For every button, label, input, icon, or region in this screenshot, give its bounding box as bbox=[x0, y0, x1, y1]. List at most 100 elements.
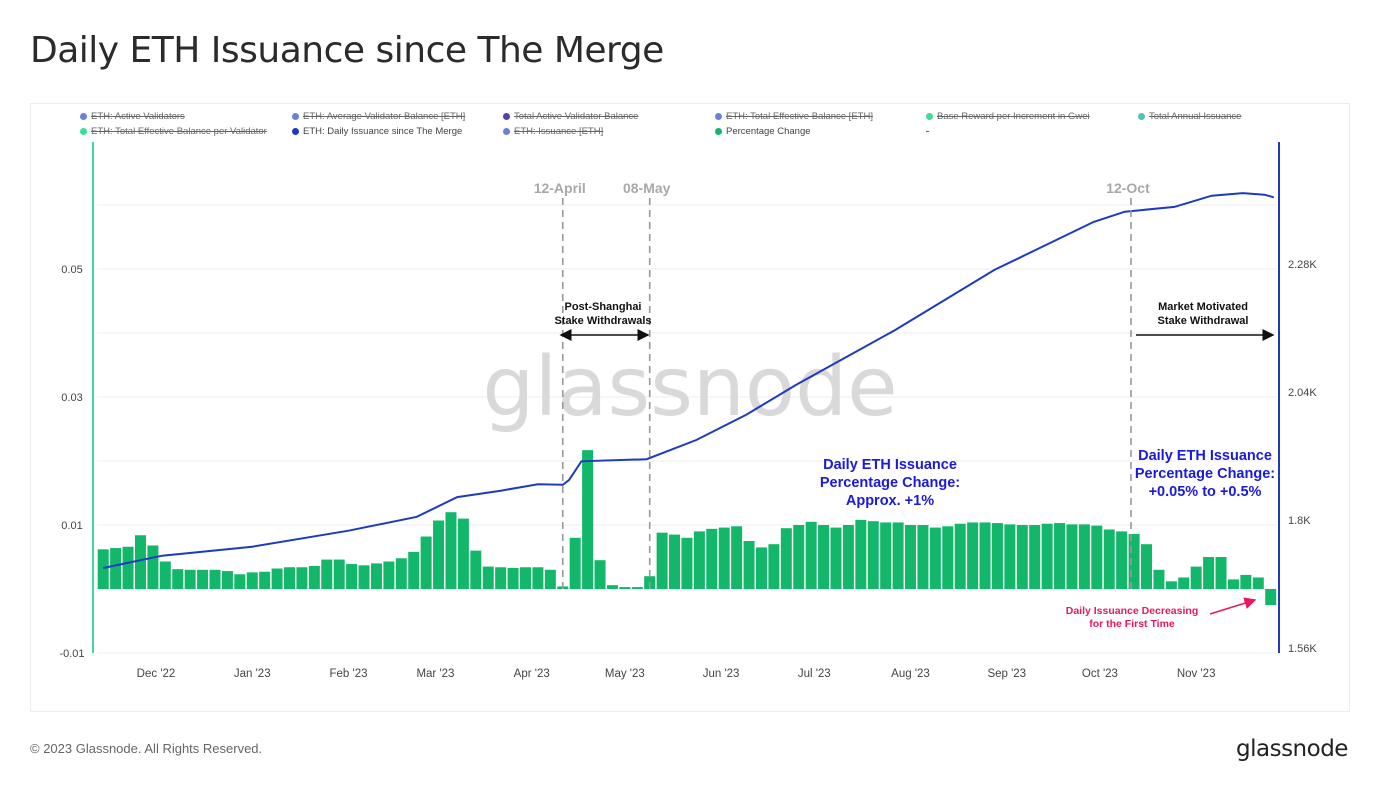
y-right-tick: 2.04K bbox=[1288, 387, 1317, 399]
bar bbox=[917, 525, 929, 589]
bar bbox=[420, 536, 432, 589]
bar bbox=[507, 567, 519, 589]
legend-item[interactable]: - bbox=[926, 126, 929, 137]
bar bbox=[495, 567, 507, 589]
legend-label: ETH: Active Validators bbox=[91, 111, 185, 122]
bar bbox=[1029, 525, 1041, 589]
y-left-tick: 0.03 bbox=[61, 392, 82, 404]
daily-issuance-line bbox=[102, 192, 1275, 569]
decreasing-note: for the First Time bbox=[1089, 618, 1175, 630]
bar bbox=[321, 559, 333, 589]
bar bbox=[370, 563, 382, 589]
bar-series bbox=[97, 450, 1277, 605]
bar bbox=[991, 523, 1003, 589]
bar bbox=[793, 525, 805, 589]
bar bbox=[1128, 533, 1140, 589]
left-axis-ticks: 0.05 0.03 0.01 -0.01 bbox=[59, 264, 84, 660]
legend-item[interactable]: Total Active Validator Balance bbox=[503, 111, 638, 122]
bar bbox=[1016, 525, 1028, 589]
x-tick: Aug '23 bbox=[891, 668, 930, 680]
x-tick: Mar '23 bbox=[416, 668, 454, 680]
bar bbox=[532, 567, 544, 589]
legend-item[interactable]: Base Reward per Increment in Gwei bbox=[926, 111, 1090, 122]
legend-label: - bbox=[926, 126, 930, 137]
bar bbox=[1066, 524, 1078, 589]
bar bbox=[631, 587, 643, 589]
legend-label: ETH: Total Effective Balance per Validat… bbox=[91, 126, 267, 137]
shanghai-note: Post-Shanghai bbox=[564, 301, 641, 313]
bar bbox=[482, 566, 494, 589]
bar bbox=[122, 546, 134, 589]
legend-item[interactable]: Total Annual Issuance bbox=[1138, 111, 1241, 122]
bar bbox=[296, 567, 308, 589]
bar bbox=[755, 547, 767, 589]
bar bbox=[706, 528, 718, 589]
legend-label: Total Active Validator Balance bbox=[514, 111, 639, 122]
legend-item[interactable]: ETH: Daily Issuance since The Merge bbox=[292, 126, 462, 137]
bar bbox=[743, 541, 755, 589]
bar bbox=[942, 526, 954, 589]
bar bbox=[308, 565, 320, 589]
legend-item[interactable]: ETH: Issuance [ETH] bbox=[503, 126, 603, 137]
bar bbox=[234, 574, 246, 589]
x-tick: Apr '23 bbox=[514, 668, 550, 680]
bar bbox=[358, 565, 370, 589]
bar bbox=[1265, 589, 1277, 605]
bar bbox=[1103, 529, 1115, 589]
y-right-tick: 2.28K bbox=[1288, 259, 1317, 271]
bar bbox=[818, 525, 830, 589]
bar bbox=[1165, 581, 1177, 589]
bar bbox=[159, 561, 171, 589]
bar bbox=[1190, 566, 1202, 589]
bar bbox=[519, 567, 531, 589]
legend-item[interactable]: ETH: Average Validator Balance [ETH] bbox=[292, 111, 465, 122]
market-note: Stake Withdrawal bbox=[1158, 315, 1249, 327]
bar bbox=[1240, 574, 1252, 589]
legend-label: ETH: Average Validator Balance [ETH] bbox=[303, 111, 466, 122]
bar bbox=[134, 535, 146, 589]
y-left-tick: 0.01 bbox=[61, 520, 82, 532]
bar bbox=[184, 569, 196, 589]
legend-label: Base Reward per Increment in Gwei bbox=[937, 111, 1090, 122]
bar bbox=[209, 569, 221, 589]
bar bbox=[1178, 577, 1190, 589]
legend-item[interactable]: ETH: Total Effective Balance per Validat… bbox=[80, 126, 267, 137]
bar bbox=[1140, 544, 1152, 589]
right-note: Percentage Change: bbox=[1135, 466, 1275, 482]
bar bbox=[805, 521, 817, 589]
legend-item[interactable]: ETH: Active Validators bbox=[80, 111, 185, 122]
legend-dot-icon bbox=[503, 113, 510, 120]
bar bbox=[967, 522, 979, 589]
legend-item[interactable]: Percentage Change bbox=[715, 126, 811, 137]
x-tick: Jul '23 bbox=[798, 668, 831, 680]
legend-item[interactable]: ETH: Total Effective Balance [ETH] bbox=[715, 111, 873, 122]
bar bbox=[1153, 569, 1165, 589]
bar bbox=[867, 521, 879, 589]
bar bbox=[221, 571, 233, 589]
bar bbox=[718, 527, 730, 589]
bar bbox=[569, 537, 581, 589]
bar bbox=[470, 550, 482, 589]
legend-label: Percentage Change bbox=[726, 126, 811, 137]
bar bbox=[1091, 525, 1103, 589]
copyright: © 2023 Glassnode. All Rights Reserved. bbox=[30, 741, 263, 756]
page-title: Daily ETH Issuance since The Merge bbox=[30, 30, 664, 71]
bar bbox=[110, 548, 122, 589]
legend-dot-icon bbox=[292, 128, 299, 135]
y-right-tick: 1.56K bbox=[1288, 643, 1317, 655]
decreasing-note: Daily Issuance Decreasing bbox=[1066, 605, 1199, 617]
watermark: glassnode bbox=[482, 340, 897, 435]
bar bbox=[1252, 577, 1264, 589]
x-tick: Jan '23 bbox=[234, 668, 271, 680]
bar bbox=[197, 569, 209, 589]
legend-dot-icon bbox=[80, 113, 87, 120]
event-label: 12-Oct bbox=[1106, 180, 1150, 196]
bar bbox=[954, 523, 966, 589]
bar bbox=[1054, 523, 1066, 589]
bar bbox=[594, 560, 606, 589]
bar bbox=[246, 572, 258, 589]
bar bbox=[346, 564, 358, 589]
bar bbox=[780, 528, 792, 589]
mid-note: Daily ETH Issuance bbox=[823, 457, 957, 473]
bar bbox=[830, 527, 842, 589]
